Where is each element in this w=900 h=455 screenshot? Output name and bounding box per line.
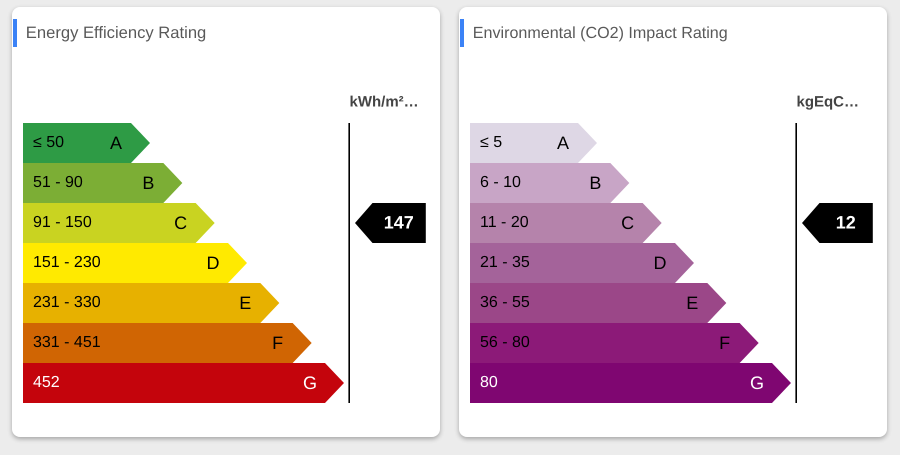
svg-text:A: A xyxy=(110,133,122,153)
svg-text:F: F xyxy=(272,333,283,353)
svg-text:21 - 35: 21 - 35 xyxy=(480,254,530,271)
svg-text:147: 147 xyxy=(384,213,414,233)
svg-text:80: 80 xyxy=(480,374,498,391)
svg-text:56 - 80: 56 - 80 xyxy=(480,334,530,351)
svg-text:6 - 10: 6 - 10 xyxy=(480,174,521,191)
svg-text:G: G xyxy=(303,373,317,393)
svg-text:12: 12 xyxy=(836,213,856,233)
svg-text:≤ 5: ≤ 5 xyxy=(480,134,502,151)
svg-text:C: C xyxy=(174,213,187,233)
svg-text:331 - 451: 331 - 451 xyxy=(33,334,101,351)
svg-text:kgEqC…: kgEqC… xyxy=(797,94,860,111)
svg-text:91 - 150: 91 - 150 xyxy=(33,214,92,231)
svg-text:36 - 55: 36 - 55 xyxy=(480,294,530,311)
svg-text:E: E xyxy=(686,293,698,313)
svg-text:B: B xyxy=(589,173,601,193)
svg-text:G: G xyxy=(750,373,764,393)
svg-text:Environmental (CO2) Impact Rat: Environmental (CO2) Impact Rating xyxy=(473,24,728,42)
svg-text:Energy Efficiency Rating: Energy Efficiency Rating xyxy=(26,23,206,42)
svg-text:D: D xyxy=(206,253,219,273)
svg-text:231 - 330: 231 - 330 xyxy=(33,294,101,311)
svg-text:kWh/m²…: kWh/m²… xyxy=(350,94,419,111)
svg-text:151 - 230: 151 - 230 xyxy=(33,254,101,271)
svg-text:E: E xyxy=(239,293,251,313)
svg-text:D: D xyxy=(653,253,666,273)
svg-text:C: C xyxy=(621,213,634,233)
svg-text:F: F xyxy=(719,333,730,353)
svg-text:452: 452 xyxy=(33,374,60,391)
svg-text:11 - 20: 11 - 20 xyxy=(480,214,529,231)
svg-text:A: A xyxy=(557,133,569,153)
svg-text:B: B xyxy=(142,173,154,193)
svg-text:≤ 50: ≤ 50 xyxy=(33,134,64,151)
svg-text:51 - 90: 51 - 90 xyxy=(33,174,83,191)
